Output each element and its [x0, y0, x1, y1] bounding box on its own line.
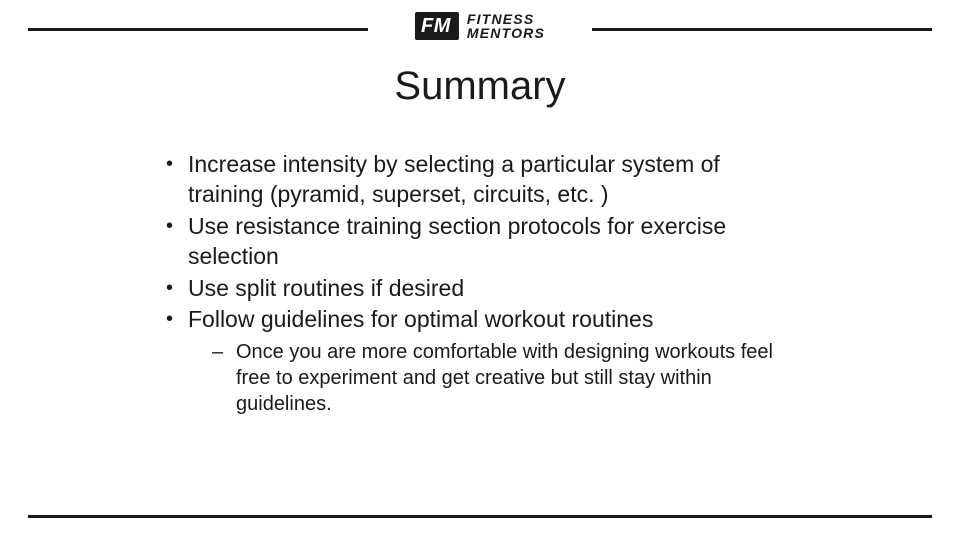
bullet-text: Follow guidelines for optimal workout ro… — [188, 306, 653, 332]
bullet-item: Increase intensity by selecting a partic… — [160, 150, 800, 210]
sub-bullet-list: Once you are more comfortable with desig… — [188, 339, 800, 417]
logo-line2: MENTORS — [467, 26, 545, 40]
bullet-item: Use split routines if desired — [160, 274, 800, 304]
slide: FM FITNESS MENTORS Summary Increase inte… — [0, 0, 960, 540]
logo: FM FITNESS MENTORS — [415, 12, 545, 40]
bullet-item: Use resistance training section protocol… — [160, 212, 800, 272]
sub-bullet-item: Once you are more comfortable with desig… — [188, 339, 800, 417]
logo-line1: FITNESS — [467, 12, 545, 26]
slide-title: Summary — [0, 64, 960, 109]
logo-text: FITNESS MENTORS — [467, 12, 545, 40]
slide-content: Increase intensity by selecting a partic… — [160, 150, 800, 419]
top-divider-right — [592, 28, 932, 31]
bullet-list: Increase intensity by selecting a partic… — [160, 150, 800, 417]
bottom-divider — [28, 515, 932, 518]
top-divider-left — [28, 28, 368, 31]
logo-badge: FM — [415, 12, 459, 40]
bullet-item: Follow guidelines for optimal workout ro… — [160, 305, 800, 417]
